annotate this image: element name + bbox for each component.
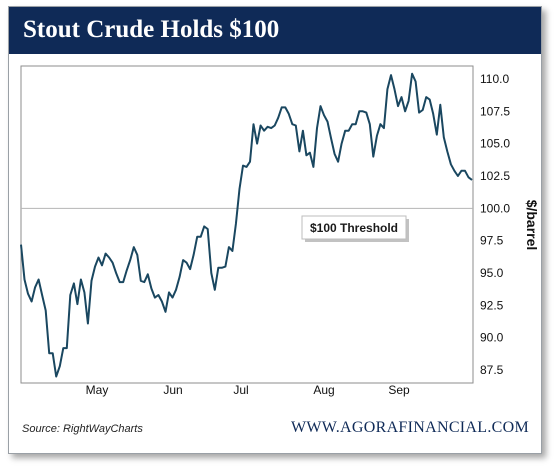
y-tick-label: 97.5 — [480, 234, 504, 248]
y-tick-label: 105.0 — [480, 137, 510, 151]
x-tick-label: Jul — [233, 383, 248, 397]
y-tick-label: 87.5 — [480, 363, 504, 377]
threshold-label-box — [301, 215, 407, 240]
y-tick-label: 95.0 — [480, 266, 504, 280]
threshold-label: $100 Threshold — [310, 221, 398, 235]
x-tick-label: Sep — [388, 383, 410, 397]
source-note: Source: RightWayCharts — [22, 423, 143, 435]
chart-title: Stout Crude Holds $100 — [23, 16, 280, 43]
title-bar: Stout Crude Holds $100 — [9, 7, 541, 54]
y-axis-label: $/barrel — [524, 200, 540, 251]
y-tick-label: 102.5 — [480, 169, 510, 183]
brand-url: WWW.AGORAFINANCIAL.COM — [291, 419, 529, 436]
x-tick-label: Aug — [313, 383, 334, 397]
y-tick-label: 100.0 — [480, 201, 510, 215]
price-line — [20, 72, 473, 378]
chart-frame: Stout Crude Holds $100 $100 Threshold 11… — [8, 6, 542, 454]
chart-svg: $100 Threshold 110.0 107.5 105.0 102.5 100.0… — [20, 65, 540, 397]
y-tick-label: 107.5 — [480, 104, 510, 118]
x-tick-label: Jun — [163, 383, 182, 397]
x-tick-label: May — [86, 383, 109, 397]
y-tick-label: 90.0 — [480, 331, 504, 345]
y-tick-label: 92.5 — [480, 298, 504, 312]
y-tick-label: 110.0 — [480, 72, 509, 86]
